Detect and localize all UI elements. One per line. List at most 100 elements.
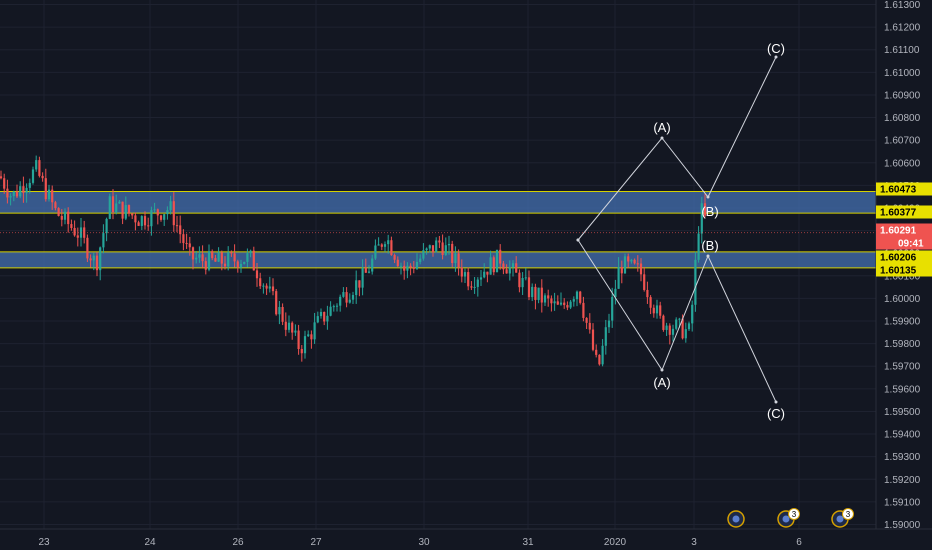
candle-body — [694, 259, 697, 305]
candle-body — [614, 288, 617, 298]
wave-point — [774, 400, 778, 404]
candle-body — [313, 322, 316, 340]
candle-body — [118, 201, 121, 204]
candle-body — [646, 289, 649, 298]
candle-body — [515, 263, 518, 273]
price-tick-label: 1.59600 — [884, 384, 921, 395]
candle-body — [6, 188, 9, 198]
candle-body — [351, 295, 355, 300]
candle-body — [172, 201, 175, 226]
candle-body — [131, 213, 134, 216]
candle-body — [575, 291, 579, 300]
candle-body — [415, 262, 419, 269]
candle-body — [348, 299, 351, 303]
candle-body — [230, 252, 233, 254]
candle-body — [111, 196, 115, 213]
candle-body — [588, 322, 591, 330]
candle-body — [473, 286, 476, 288]
candle-body — [300, 349, 303, 354]
candle-body — [15, 191, 19, 197]
candle-body — [655, 305, 659, 314]
candle-body — [457, 253, 460, 268]
zone-fill-2 — [0, 251, 876, 268]
price-tick-label: 1.59800 — [884, 339, 921, 350]
candle-body — [252, 250, 255, 271]
price-label-box — [876, 182, 932, 196]
candle-body — [19, 186, 22, 197]
candle-body — [627, 256, 630, 262]
candle-body — [559, 302, 563, 305]
candle-body — [467, 272, 470, 287]
candle-body — [601, 345, 604, 365]
price-tick-label: 1.59300 — [884, 452, 921, 463]
candle-body — [188, 243, 191, 248]
candle-body — [383, 244, 387, 247]
candle-body — [147, 225, 150, 227]
time-tick-label: 26 — [232, 537, 244, 548]
wave-label: (B) — [701, 238, 718, 253]
price-tick-label: 1.61000 — [884, 68, 921, 79]
candle-body — [124, 205, 127, 219]
time-axis[interactable]: 23 24 26 27 30 31 2020 3 6 — [0, 528, 932, 550]
candle-body — [371, 258, 374, 272]
candle-body — [329, 306, 332, 316]
candle-body — [537, 287, 540, 300]
wave-point — [706, 195, 710, 199]
price-tick-label: 1.60900 — [884, 90, 921, 101]
candle-body — [239, 263, 243, 268]
candle-body — [25, 187, 28, 193]
time-tick-label: 3 — [691, 537, 697, 548]
candle-body — [390, 240, 393, 256]
candle-body — [28, 182, 31, 188]
candle-body — [246, 253, 249, 262]
wave-label: (B) — [701, 204, 718, 219]
candle-body — [687, 323, 691, 330]
candle-body — [86, 237, 89, 259]
candle-body — [204, 261, 207, 270]
candle-body — [281, 306, 284, 322]
candle-body — [214, 258, 217, 262]
candle-body — [159, 215, 163, 220]
price-tick-label: 1.59700 — [884, 362, 921, 373]
wave-path-2 — [577, 239, 777, 403]
candle-body — [447, 243, 451, 246]
candle-body — [73, 228, 76, 236]
candle-body — [262, 285, 265, 287]
candle-body — [143, 216, 147, 226]
time-tick-label: 24 — [144, 537, 156, 548]
candle-body — [63, 211, 67, 220]
wave-label: (C) — [767, 406, 785, 421]
candle-body — [591, 329, 595, 350]
zone-fill-1 — [0, 191, 876, 214]
candle-body — [108, 196, 111, 219]
candle-body — [454, 253, 457, 264]
event-count-label: 3 — [846, 510, 851, 519]
candle-body — [284, 321, 287, 330]
candle-body — [505, 269, 508, 274]
price-label-box — [876, 205, 932, 219]
candle-body — [70, 224, 73, 229]
time-tick-label: 30 — [418, 537, 430, 548]
candle-body — [524, 277, 527, 279]
price-tick-label: 1.59500 — [884, 407, 921, 418]
candle-body — [342, 292, 345, 297]
price-tick-label: 1.60800 — [884, 113, 921, 124]
candle-body — [668, 325, 671, 335]
candle-body — [403, 265, 406, 271]
candle-body — [543, 295, 547, 303]
candle-body — [51, 189, 54, 203]
candle-body — [425, 248, 428, 251]
candle-body — [396, 259, 399, 267]
candle-body — [422, 250, 425, 259]
candle-body — [22, 186, 25, 193]
candle-body — [179, 225, 182, 235]
candle-body — [377, 244, 380, 246]
candle-body — [223, 263, 227, 267]
candle-body — [495, 249, 499, 273]
candle-body — [399, 265, 403, 267]
candle-body — [623, 256, 627, 274]
price-tick-label: 1.59900 — [884, 317, 921, 328]
candle-body — [620, 267, 623, 274]
price-label-zone: 1.60135 — [880, 266, 917, 277]
